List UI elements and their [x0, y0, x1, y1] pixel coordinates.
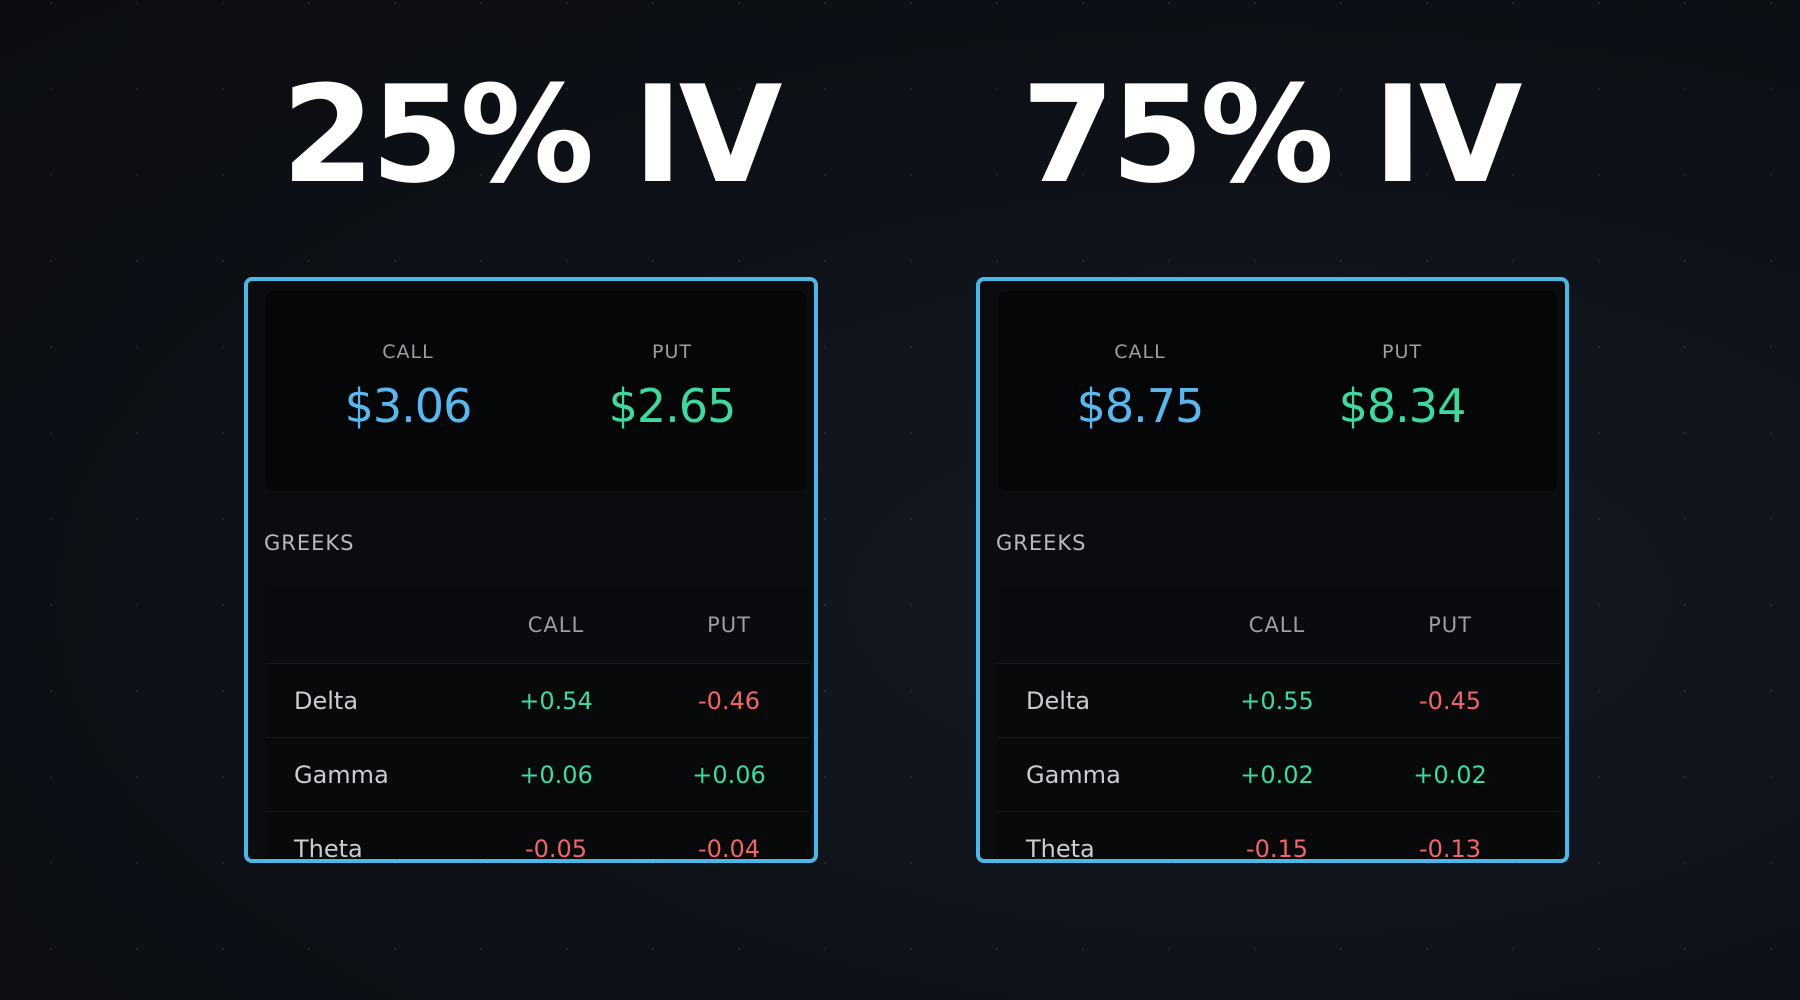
- header-call-cell: CALL: [1248, 613, 1306, 637]
- header-put-cell: PUT: [707, 613, 751, 637]
- table-row: Gamma +0.02 +0.02: [998, 738, 1561, 812]
- table-row: Gamma +0.06 +0.06: [266, 738, 810, 812]
- call-price-value: $8.75: [1076, 379, 1205, 433]
- price-summary: CALL $3.06 PUT $2.65: [266, 291, 806, 491]
- iv-heading-left: 25% IV: [281, 57, 783, 213]
- greeks-section-label: GREEKS: [996, 531, 1087, 555]
- greek-put-value: -0.45: [1418, 686, 1482, 715]
- call-price-label: CALL: [382, 341, 434, 363]
- table-row: Theta -0.05 -0.04: [266, 812, 810, 860]
- greek-call-value: +0.02: [1240, 760, 1314, 789]
- price-summary: CALL $8.75 PUT $8.34: [998, 291, 1557, 491]
- greeks-table-header: CALL PUT: [998, 587, 1561, 664]
- options-panel-left: CALL $3.06 PUT $2.65 GREEKS CALL PUT Del…: [244, 277, 818, 863]
- call-price-block: CALL $3.06: [298, 341, 518, 433]
- greek-call-value: +0.55: [1240, 686, 1314, 715]
- greek-name: Delta: [294, 686, 359, 715]
- greek-put-value: -0.04: [697, 834, 761, 860]
- greek-put-value: -0.46: [697, 686, 761, 715]
- table-row: Delta +0.55 -0.45: [998, 664, 1561, 738]
- iv-heading-right: 75% IV: [1021, 57, 1523, 213]
- put-price-value: $2.65: [608, 379, 737, 433]
- put-price-label: PUT: [1382, 341, 1422, 363]
- greek-call-value: -0.05: [524, 834, 588, 860]
- header-put-cell: PUT: [1428, 613, 1472, 637]
- call-price-value: $3.06: [344, 379, 473, 433]
- greek-put-value: +0.02: [1413, 760, 1487, 789]
- greek-name: Gamma: [1026, 760, 1121, 789]
- greek-put-value: -0.13: [1418, 834, 1482, 860]
- greek-name: Gamma: [294, 760, 389, 789]
- greek-call-value: -0.15: [1245, 834, 1309, 860]
- greek-name: Theta: [294, 834, 363, 860]
- greek-call-value: +0.06: [519, 760, 593, 789]
- put-price-block: PUT $2.65: [562, 341, 782, 433]
- put-price-block: PUT $8.34: [1292, 341, 1512, 433]
- greeks-section-label: GREEKS: [264, 531, 355, 555]
- table-row: Delta +0.54 -0.46: [266, 664, 810, 738]
- put-price-label: PUT: [652, 341, 692, 363]
- greek-call-value: +0.54: [519, 686, 593, 715]
- greek-name: Delta: [1026, 686, 1091, 715]
- header-call-cell: CALL: [527, 613, 585, 637]
- greek-name: Theta: [1026, 834, 1095, 860]
- call-price-label: CALL: [1114, 341, 1166, 363]
- greeks-table: CALL PUT Delta +0.55 -0.45 Gamma +0.02 +…: [998, 587, 1561, 859]
- greeks-table: CALL PUT Delta +0.54 -0.46 Gamma +0.06 +…: [266, 587, 810, 859]
- greek-put-value: +0.06: [692, 760, 766, 789]
- table-row: Theta -0.15 -0.13: [998, 812, 1561, 860]
- greeks-table-header: CALL PUT: [266, 587, 810, 664]
- put-price-value: $8.34: [1338, 379, 1467, 433]
- call-price-block: CALL $8.75: [1030, 341, 1250, 433]
- options-panel-right: CALL $8.75 PUT $8.34 GREEKS CALL PUT Del…: [976, 277, 1569, 863]
